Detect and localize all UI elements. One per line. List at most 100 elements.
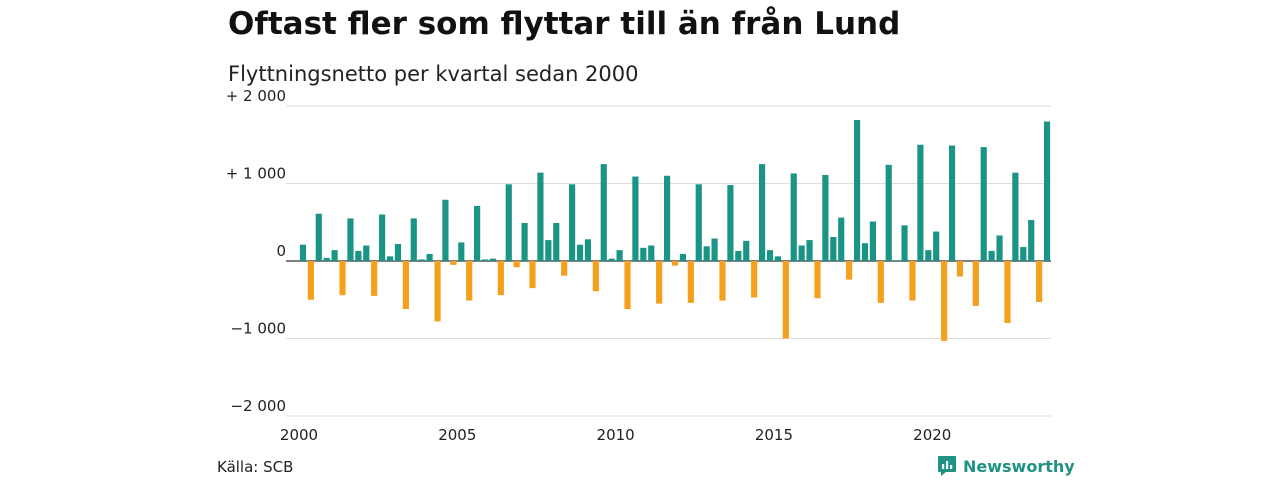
bar <box>909 261 916 301</box>
bar <box>386 256 394 261</box>
bar <box>576 244 584 261</box>
bar <box>830 236 837 261</box>
bar <box>703 246 710 261</box>
bar <box>727 185 734 261</box>
x-tick-label: 2015 <box>755 426 793 444</box>
bar <box>956 261 964 277</box>
bar <box>545 240 552 261</box>
bar <box>513 261 520 268</box>
bar <box>766 250 774 261</box>
bar <box>466 261 473 301</box>
bar <box>996 235 1003 261</box>
axis-layer: + 2 000 + 1 000 0 −1 000 −2 000 2000 2005 2010 2… <box>226 87 952 444</box>
bar <box>481 259 489 261</box>
bar <box>632 176 639 261</box>
bar <box>474 205 481 261</box>
bar <box>371 261 378 296</box>
bar <box>664 175 671 261</box>
bar <box>363 245 370 261</box>
bar <box>505 184 512 261</box>
bar <box>814 261 821 299</box>
bar <box>640 247 647 261</box>
bar <box>434 261 441 322</box>
bar <box>806 240 813 261</box>
bar <box>751 261 758 298</box>
y-tick-label: −1 000 <box>230 320 286 338</box>
bar <box>925 250 932 261</box>
bar <box>893 260 900 261</box>
y-tick-label: + 2 000 <box>226 87 286 105</box>
bar-layer <box>299 119 1051 341</box>
bar <box>933 231 940 261</box>
bar <box>450 261 457 265</box>
bar <box>426 254 433 261</box>
bar <box>782 261 789 339</box>
bar <box>323 257 330 261</box>
y-tick-label: −2 000 <box>230 397 286 415</box>
bar <box>861 243 869 261</box>
bar <box>758 164 766 262</box>
bar <box>600 164 607 262</box>
bar <box>569 184 576 261</box>
bar <box>980 147 987 261</box>
bar <box>822 174 829 261</box>
bar <box>901 225 908 261</box>
bar <box>307 261 314 300</box>
bar <box>410 218 417 262</box>
bar <box>846 261 853 280</box>
bar <box>592 261 599 292</box>
bar <box>521 223 528 261</box>
bar <box>347 218 354 262</box>
chart-title: Oftast fler som flyttar till än från Lun… <box>228 6 901 42</box>
bar <box>656 261 663 304</box>
bar <box>616 250 623 261</box>
bar <box>584 239 592 261</box>
bar <box>442 199 449 261</box>
bar <box>719 261 726 301</box>
bar <box>529 261 536 289</box>
y-tick-label: + 1 000 <box>226 165 286 183</box>
bar <box>941 261 948 341</box>
bar <box>553 223 560 261</box>
bar <box>853 119 861 261</box>
x-tick-label: 2020 <box>913 426 951 444</box>
bar <box>711 238 718 261</box>
brand-name: Newsworthy <box>963 456 1075 476</box>
bar <box>869 221 876 261</box>
bar <box>774 256 781 261</box>
bar <box>671 261 679 266</box>
source-note: Källa: SCB <box>217 458 294 476</box>
bar <box>402 261 409 310</box>
bar <box>497 261 504 296</box>
bar <box>561 261 568 276</box>
chart-subtitle: Flyttningsnetto per kvartal sedan 2000 <box>228 62 639 86</box>
bar <box>1043 121 1051 261</box>
bar <box>695 184 702 261</box>
bar <box>458 242 465 261</box>
bar <box>679 254 686 261</box>
bar <box>790 173 797 261</box>
bar <box>972 261 979 306</box>
brand-logo: Newsworthy <box>937 455 1075 477</box>
bar <box>379 214 386 261</box>
bar <box>537 172 544 261</box>
bar <box>885 164 892 261</box>
bar <box>315 213 322 261</box>
bar <box>743 240 750 261</box>
bar <box>489 258 497 261</box>
bar <box>355 250 362 261</box>
y-tick-label: 0 <box>276 242 286 260</box>
bar <box>917 144 924 261</box>
bar <box>608 258 615 261</box>
bar <box>394 243 402 261</box>
bar <box>1020 247 1027 261</box>
bar <box>1028 219 1035 261</box>
bar <box>418 259 425 261</box>
bar <box>798 245 805 261</box>
bar <box>331 250 338 261</box>
bar <box>299 244 307 261</box>
bar <box>1004 261 1011 323</box>
x-tick-label: 2010 <box>597 426 635 444</box>
bar <box>838 217 845 261</box>
